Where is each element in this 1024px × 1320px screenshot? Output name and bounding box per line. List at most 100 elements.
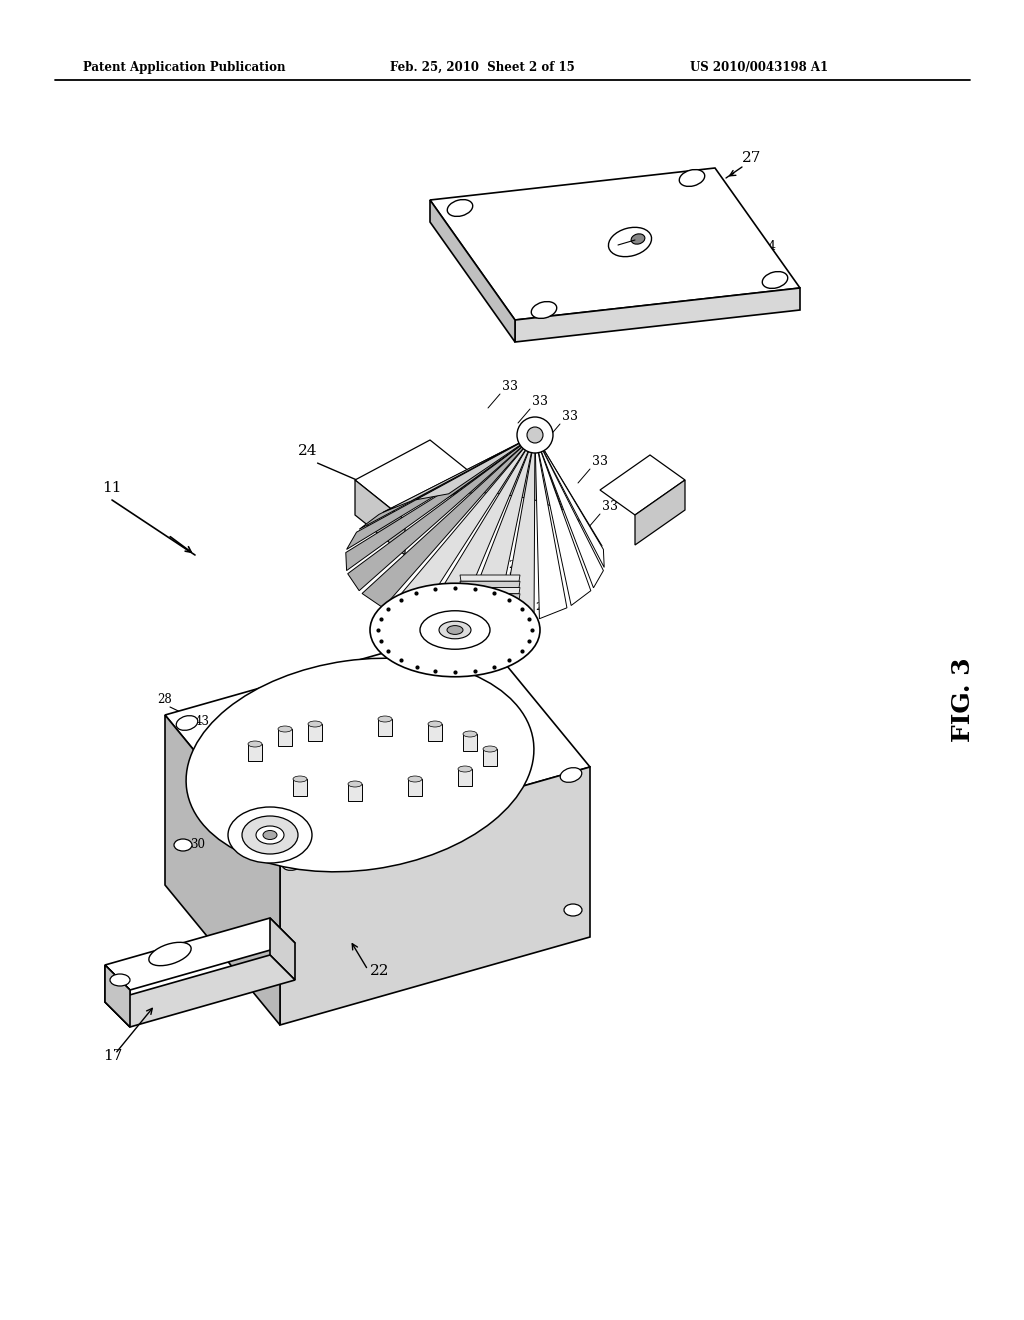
Polygon shape: [105, 965, 130, 1027]
Polygon shape: [378, 719, 392, 737]
Polygon shape: [422, 436, 535, 627]
Polygon shape: [515, 288, 800, 342]
Ellipse shape: [447, 626, 463, 635]
Polygon shape: [458, 770, 472, 785]
Text: 17: 17: [103, 1049, 123, 1063]
Ellipse shape: [458, 766, 472, 772]
Ellipse shape: [560, 768, 582, 783]
Ellipse shape: [242, 816, 298, 854]
Ellipse shape: [370, 583, 540, 677]
Ellipse shape: [263, 830, 278, 840]
Polygon shape: [461, 436, 535, 627]
Text: 29: 29: [410, 789, 425, 803]
Polygon shape: [383, 436, 535, 512]
Text: 43: 43: [195, 715, 210, 729]
Polygon shape: [355, 480, 406, 554]
Polygon shape: [293, 779, 307, 796]
Ellipse shape: [408, 776, 422, 781]
Text: 34: 34: [760, 240, 776, 253]
Text: 43: 43: [220, 810, 234, 822]
Text: 11: 11: [350, 763, 365, 776]
Polygon shape: [428, 723, 442, 741]
Ellipse shape: [527, 426, 543, 444]
Polygon shape: [387, 436, 535, 620]
Ellipse shape: [447, 199, 473, 216]
Text: 26: 26: [508, 572, 522, 582]
Text: Patent Application Publication: Patent Application Publication: [83, 61, 286, 74]
Ellipse shape: [517, 417, 553, 453]
Polygon shape: [165, 627, 590, 855]
Polygon shape: [346, 436, 535, 549]
Text: 23: 23: [223, 727, 238, 741]
Text: 24: 24: [298, 444, 317, 458]
Polygon shape: [270, 917, 295, 979]
Polygon shape: [308, 723, 322, 741]
Polygon shape: [535, 436, 604, 568]
Polygon shape: [460, 594, 520, 601]
Polygon shape: [430, 168, 800, 319]
Ellipse shape: [679, 169, 705, 186]
Text: 43: 43: [375, 810, 390, 822]
Text: 33: 33: [532, 395, 548, 408]
Polygon shape: [362, 436, 535, 607]
Ellipse shape: [564, 904, 582, 916]
Text: 29: 29: [250, 789, 265, 803]
Polygon shape: [278, 729, 292, 746]
Polygon shape: [460, 612, 520, 619]
Ellipse shape: [483, 746, 497, 752]
Polygon shape: [359, 436, 535, 529]
Polygon shape: [430, 201, 515, 342]
Text: 28: 28: [157, 693, 172, 706]
Ellipse shape: [463, 731, 477, 737]
Ellipse shape: [278, 726, 292, 733]
Polygon shape: [348, 436, 535, 590]
Ellipse shape: [608, 227, 651, 256]
Ellipse shape: [293, 776, 307, 781]
Ellipse shape: [631, 234, 645, 244]
Text: 30: 30: [190, 838, 205, 851]
Ellipse shape: [420, 611, 490, 649]
Polygon shape: [105, 917, 295, 990]
Text: Feb. 25, 2010  Sheet 2 of 15: Feb. 25, 2010 Sheet 2 of 15: [390, 61, 574, 74]
Ellipse shape: [439, 622, 471, 639]
Ellipse shape: [283, 855, 304, 870]
Text: 29: 29: [340, 789, 355, 803]
Polygon shape: [535, 436, 562, 510]
Ellipse shape: [176, 715, 198, 730]
Text: 26: 26: [508, 560, 522, 570]
Polygon shape: [416, 436, 535, 500]
Text: 25: 25: [535, 602, 549, 612]
Polygon shape: [460, 619, 520, 624]
Ellipse shape: [348, 781, 362, 787]
Polygon shape: [408, 779, 422, 796]
Text: 24: 24: [520, 627, 535, 638]
Text: 21: 21: [330, 702, 345, 715]
Polygon shape: [460, 576, 520, 581]
Polygon shape: [535, 436, 567, 619]
Ellipse shape: [228, 807, 312, 863]
Polygon shape: [460, 587, 520, 594]
Polygon shape: [463, 734, 477, 751]
Ellipse shape: [110, 974, 130, 986]
Polygon shape: [460, 581, 520, 587]
Polygon shape: [165, 715, 280, 1026]
Text: 22: 22: [370, 964, 389, 978]
Polygon shape: [460, 601, 520, 606]
Polygon shape: [355, 440, 480, 520]
Polygon shape: [502, 436, 535, 626]
Polygon shape: [280, 767, 590, 1026]
Polygon shape: [105, 965, 130, 1027]
Polygon shape: [535, 436, 602, 546]
Text: 33: 33: [592, 455, 608, 469]
Polygon shape: [635, 480, 685, 545]
Polygon shape: [535, 436, 588, 527]
Text: 11: 11: [102, 480, 122, 495]
Polygon shape: [496, 436, 535, 499]
Ellipse shape: [531, 301, 557, 318]
Text: 33: 33: [562, 411, 578, 422]
Ellipse shape: [762, 272, 787, 289]
Text: 33: 33: [602, 500, 618, 513]
Polygon shape: [483, 748, 497, 766]
Polygon shape: [600, 455, 685, 515]
Ellipse shape: [256, 826, 284, 843]
